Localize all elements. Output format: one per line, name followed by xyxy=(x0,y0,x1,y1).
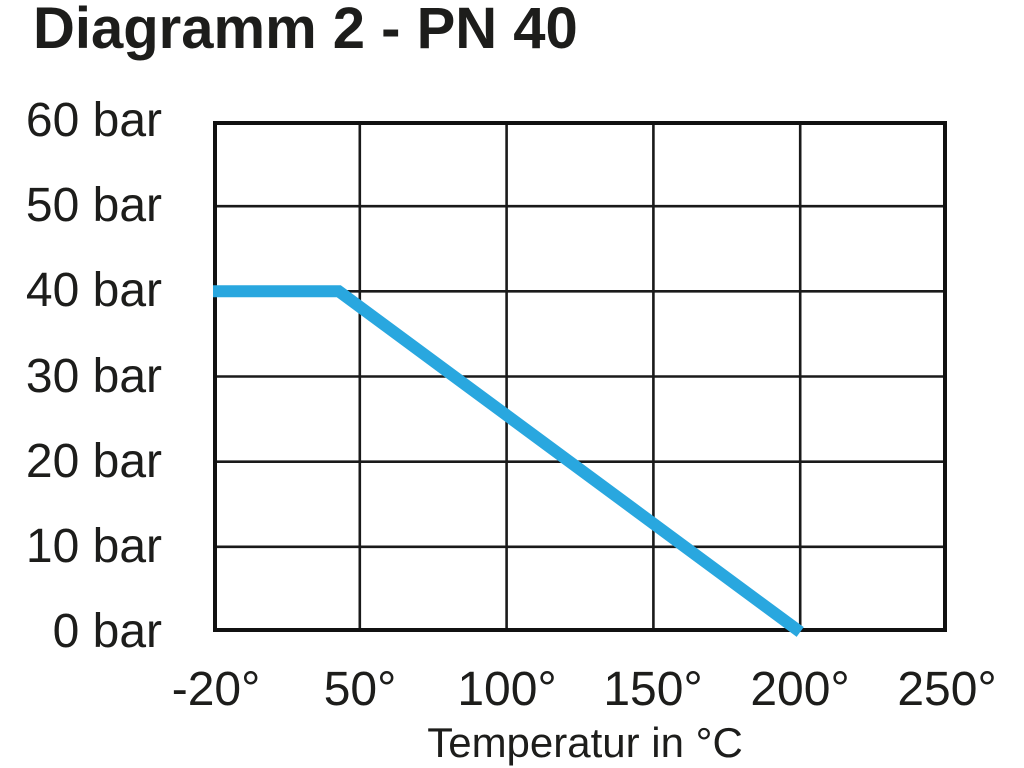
x-axis-title: Temperatur in °C xyxy=(427,719,743,766)
x-tick-label: 150° xyxy=(603,663,703,716)
x-tick-label: 50° xyxy=(323,663,397,716)
chart-title: Diagramm 2 - PN 40 xyxy=(33,0,578,61)
y-tick-label: 40 bar xyxy=(25,264,162,317)
x-tick-label: 250° xyxy=(897,663,997,716)
plot-svg xyxy=(213,121,947,637)
y-tick-label: 50 bar xyxy=(25,179,162,232)
grid-lines xyxy=(213,121,947,632)
pressure-temperature-line xyxy=(213,285,804,637)
y-tick-label: 20 bar xyxy=(25,435,162,488)
y-tick-label: 0 bar xyxy=(52,605,162,658)
x-tick-label: 100° xyxy=(457,663,557,716)
x-tick-label: -20° xyxy=(171,663,261,716)
y-tick-label: 10 bar xyxy=(25,520,162,573)
plot-area xyxy=(213,121,947,637)
y-tick-label: 30 bar xyxy=(25,350,162,403)
x-tick-label: 200° xyxy=(750,663,850,716)
y-tick-label: 60 bar xyxy=(25,94,162,147)
plot-border xyxy=(213,121,947,632)
